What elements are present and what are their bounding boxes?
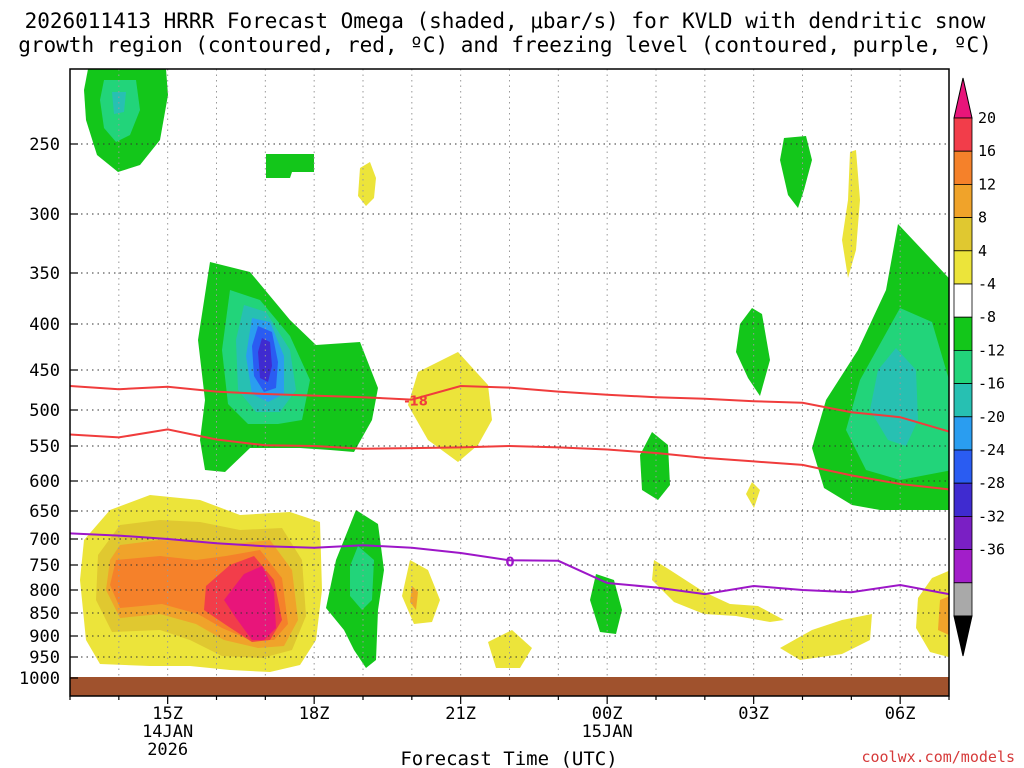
colorbar-label: -24 [978, 441, 1005, 459]
omega-ascent-region [736, 308, 770, 396]
y-tick-label: 500 [29, 401, 60, 421]
y-tick-label: 750 [29, 556, 60, 576]
colorbar-swatch [953, 349, 973, 384]
x-tick-label: 18Z [299, 704, 330, 724]
colorbar-label: 8 [978, 209, 987, 227]
y-tick-label: 900 [29, 627, 60, 647]
x-tick-label: 03Z [738, 704, 769, 724]
omega-ascent-region [258, 338, 272, 382]
x-tick-label: 00Z [592, 704, 623, 724]
colorbar-swatch [953, 150, 973, 185]
plot-area: -18 0 250 300 350 400 450 500 550 600 650 700 750 80… [19, 68, 950, 760]
x-tick-label: 15Z [152, 704, 183, 724]
colorbar: 20 16 12 8 4 -4 -8 -12 -16 -20 -24 -28 -32 -36 [953, 77, 1005, 657]
colorbar-top-arrow [953, 77, 973, 119]
colorbar-swatch [953, 449, 973, 484]
colorbar-swatch [953, 482, 973, 517]
colorbar-swatch [953, 549, 973, 584]
contour-line [70, 532, 949, 596]
colorbar-label: -20 [978, 408, 1005, 426]
omega-ascent-region [640, 432, 670, 500]
colorbar-swatch [953, 183, 973, 218]
y-tick-label: 300 [29, 205, 60, 225]
colorbar-label: -8 [978, 308, 996, 326]
contour-line [70, 384, 949, 433]
colorbar-swatch [953, 316, 973, 351]
colorbar-bottom-arrow [953, 615, 973, 657]
colorbar-swatch [953, 117, 973, 152]
colorbar-label: 20 [978, 109, 996, 127]
omega-shading [80, 69, 949, 672]
contour-label: -18 [404, 395, 428, 410]
x-tick-date: 14JAN [142, 722, 193, 742]
y-tick-label: 650 [29, 502, 60, 522]
omega-descent-region [780, 614, 872, 660]
chart-title-line1: 2026011413 HRRR Forecast Omega (shaded, … [25, 9, 986, 33]
x-tick-date: 15JAN [582, 722, 633, 742]
colorbar-label: 12 [978, 175, 996, 193]
omega-descent-region [224, 566, 276, 640]
y-tick-label: 550 [29, 437, 60, 457]
omega-ascent-region [870, 348, 918, 446]
colorbar-swatch [953, 283, 973, 318]
ground-surface [70, 677, 949, 696]
omega-descent-region [938, 596, 949, 635]
x-tick-year: 2026 [147, 740, 188, 760]
colorbar-label: -28 [978, 474, 1005, 492]
colorbar-swatch [953, 516, 973, 551]
colorbar-label: 4 [978, 242, 987, 260]
omega-ascent-region [266, 154, 314, 178]
y-tick-label: 600 [29, 472, 60, 492]
contour-label: 0 [505, 555, 514, 570]
omega-descent-region [358, 162, 376, 206]
colorbar-swatch [953, 416, 973, 451]
y-tick-label: 450 [29, 361, 60, 381]
y-tick-label: 250 [29, 135, 60, 155]
omega-ascent-region [780, 136, 812, 208]
colorbar-swatch [953, 383, 973, 418]
y-tick-label: 800 [29, 581, 60, 601]
omega-descent-region [488, 630, 532, 668]
y-tick-label: 850 [29, 604, 60, 624]
colorbar-swatch [953, 217, 973, 252]
colorbar-label: -4 [978, 275, 996, 293]
contour-lines: -18 0 [70, 384, 949, 596]
credit-text: coolwx.com/models [861, 748, 1015, 766]
chart-title-line2: growth region (contoured, red, ºC) and f… [18, 33, 992, 57]
x-axis-title: Forecast Time (UTC) [400, 748, 617, 768]
colorbar-swatch [953, 582, 973, 617]
y-axis: 250 300 350 400 450 500 550 600 650 700 750 800 850 9… [19, 135, 78, 689]
colorbar-label: -32 [978, 507, 1005, 525]
y-tick-label: 400 [29, 315, 60, 335]
contour-line [70, 428, 949, 491]
colorbar-swatch [953, 250, 973, 285]
omega-ascent-region [350, 546, 374, 610]
x-tick-label: 21Z [445, 704, 476, 724]
omega-ascent-region [590, 574, 622, 634]
y-tick-label: 350 [29, 264, 60, 284]
colorbar-label: -36 [978, 541, 1005, 559]
y-tick-label: 950 [29, 648, 60, 668]
omega-descent-region [408, 352, 492, 462]
colorbar-label: -16 [978, 375, 1005, 393]
colorbar-label: 16 [978, 142, 996, 160]
omega-descent-region [652, 560, 784, 622]
y-tick-label: 700 [29, 530, 60, 550]
omega-descent-region [746, 482, 760, 508]
y-tick-label: 1000 [19, 669, 60, 689]
x-tick-label: 06Z [885, 704, 916, 724]
colorbar-label: -12 [978, 341, 1005, 359]
